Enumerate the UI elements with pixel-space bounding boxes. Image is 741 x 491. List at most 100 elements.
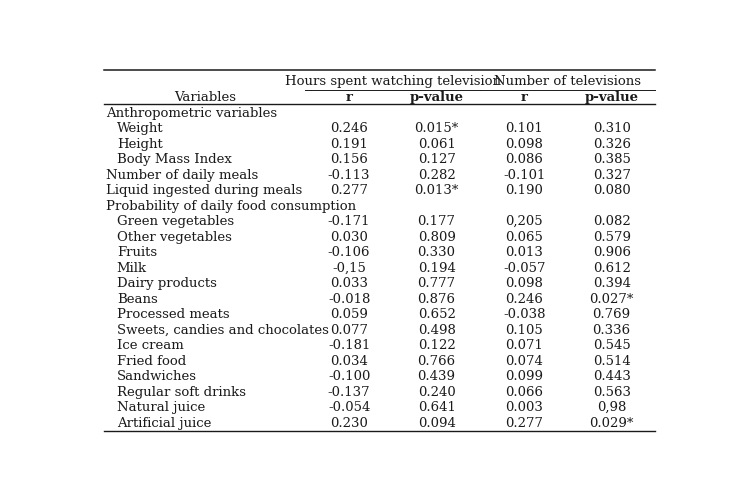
Text: -0.101: -0.101	[503, 169, 545, 182]
Text: Artificial juice: Artificial juice	[117, 417, 211, 430]
Text: 0.194: 0.194	[418, 262, 456, 274]
Text: Fried food: Fried food	[117, 355, 186, 368]
Text: 0.230: 0.230	[330, 417, 368, 430]
Text: Regular soft drinks: Regular soft drinks	[117, 386, 246, 399]
Text: 0,98: 0,98	[597, 401, 626, 414]
Text: 0.065: 0.065	[505, 231, 543, 244]
Text: 0.612: 0.612	[593, 262, 631, 274]
Text: 0.013*: 0.013*	[414, 184, 459, 197]
Text: -0,15: -0,15	[332, 262, 366, 274]
Text: 0.652: 0.652	[418, 308, 456, 321]
Text: 0.579: 0.579	[593, 231, 631, 244]
Text: p-value: p-value	[585, 91, 639, 104]
Text: 0.443: 0.443	[593, 370, 631, 383]
Text: Number of daily meals: Number of daily meals	[106, 169, 258, 182]
Text: 0.310: 0.310	[593, 122, 631, 135]
Text: 0.191: 0.191	[330, 137, 368, 151]
Text: 0.082: 0.082	[593, 215, 631, 228]
Text: 0.563: 0.563	[593, 386, 631, 399]
Text: -0.113: -0.113	[328, 169, 370, 182]
Text: 0.098: 0.098	[505, 137, 543, 151]
Text: 0.769: 0.769	[593, 308, 631, 321]
Text: 0.086: 0.086	[505, 153, 543, 166]
Text: 0.498: 0.498	[418, 324, 456, 337]
Text: 0.641: 0.641	[418, 401, 456, 414]
Text: 0.156: 0.156	[330, 153, 368, 166]
Text: 0.122: 0.122	[418, 339, 456, 352]
Text: Height: Height	[117, 137, 162, 151]
Text: 0.077: 0.077	[330, 324, 368, 337]
Text: Variables: Variables	[173, 91, 236, 104]
Text: 0.876: 0.876	[418, 293, 456, 306]
Text: 0.246: 0.246	[330, 122, 368, 135]
Text: Dairy products: Dairy products	[117, 277, 216, 290]
Text: Anthropometric variables: Anthropometric variables	[106, 107, 277, 120]
Text: 0.326: 0.326	[593, 137, 631, 151]
Text: r: r	[345, 91, 353, 104]
Text: 0.030: 0.030	[330, 231, 368, 244]
Text: 0.105: 0.105	[505, 324, 543, 337]
Text: -0.106: -0.106	[328, 246, 370, 259]
Text: -0.100: -0.100	[328, 370, 370, 383]
Text: Body Mass Index: Body Mass Index	[117, 153, 232, 166]
Text: -0.137: -0.137	[328, 386, 370, 399]
Text: Fruits: Fruits	[117, 246, 157, 259]
Text: Beans: Beans	[117, 293, 158, 306]
Text: 0.066: 0.066	[505, 386, 543, 399]
Text: Number of televisions: Number of televisions	[494, 76, 642, 88]
Text: 0.330: 0.330	[418, 246, 456, 259]
Text: 0.240: 0.240	[418, 386, 456, 399]
Text: 0.766: 0.766	[417, 355, 456, 368]
Text: -0.181: -0.181	[328, 339, 370, 352]
Text: Green vegetables: Green vegetables	[117, 215, 234, 228]
Text: 0.190: 0.190	[505, 184, 543, 197]
Text: 0.385: 0.385	[593, 153, 631, 166]
Text: 0.034: 0.034	[330, 355, 368, 368]
Text: 0.127: 0.127	[418, 153, 456, 166]
Text: Other vegetables: Other vegetables	[117, 231, 232, 244]
Text: 0.777: 0.777	[417, 277, 456, 290]
Text: 0.033: 0.033	[330, 277, 368, 290]
Text: 0.906: 0.906	[593, 246, 631, 259]
Text: Liquid ingested during meals: Liquid ingested during meals	[106, 184, 302, 197]
Text: 0.015*: 0.015*	[414, 122, 459, 135]
Text: p-value: p-value	[410, 91, 464, 104]
Text: 0.029*: 0.029*	[590, 417, 634, 430]
Text: Natural juice: Natural juice	[117, 401, 205, 414]
Text: 0.003: 0.003	[505, 401, 543, 414]
Text: 0.439: 0.439	[418, 370, 456, 383]
Text: 0.013: 0.013	[505, 246, 543, 259]
Text: Sandwiches: Sandwiches	[117, 370, 197, 383]
Text: -0.038: -0.038	[503, 308, 545, 321]
Text: r: r	[521, 91, 528, 104]
Text: Ice cream: Ice cream	[117, 339, 184, 352]
Text: 0.059: 0.059	[330, 308, 368, 321]
Text: 0.071: 0.071	[505, 339, 543, 352]
Text: 0.282: 0.282	[418, 169, 456, 182]
Text: 0.027*: 0.027*	[590, 293, 634, 306]
Text: Hours spent watching television: Hours spent watching television	[285, 76, 501, 88]
Text: 0.394: 0.394	[593, 277, 631, 290]
Text: 0.246: 0.246	[505, 293, 543, 306]
Text: 0.809: 0.809	[418, 231, 456, 244]
Text: 0.074: 0.074	[505, 355, 543, 368]
Text: -0.171: -0.171	[328, 215, 370, 228]
Text: 0.327: 0.327	[593, 169, 631, 182]
Text: 0,205: 0,205	[505, 215, 543, 228]
Text: -0.018: -0.018	[328, 293, 370, 306]
Text: -0.057: -0.057	[503, 262, 545, 274]
Text: 0.514: 0.514	[593, 355, 631, 368]
Text: 0.177: 0.177	[418, 215, 456, 228]
Text: 0.080: 0.080	[593, 184, 631, 197]
Text: -0.054: -0.054	[328, 401, 370, 414]
Text: 0.277: 0.277	[505, 417, 543, 430]
Text: Processed meats: Processed meats	[117, 308, 230, 321]
Text: Milk: Milk	[117, 262, 147, 274]
Text: 0.094: 0.094	[418, 417, 456, 430]
Text: Weight: Weight	[117, 122, 163, 135]
Text: 0.545: 0.545	[593, 339, 631, 352]
Text: 0.098: 0.098	[505, 277, 543, 290]
Text: 0.061: 0.061	[418, 137, 456, 151]
Text: 0.099: 0.099	[505, 370, 543, 383]
Text: Probability of daily food consumption: Probability of daily food consumption	[106, 200, 356, 213]
